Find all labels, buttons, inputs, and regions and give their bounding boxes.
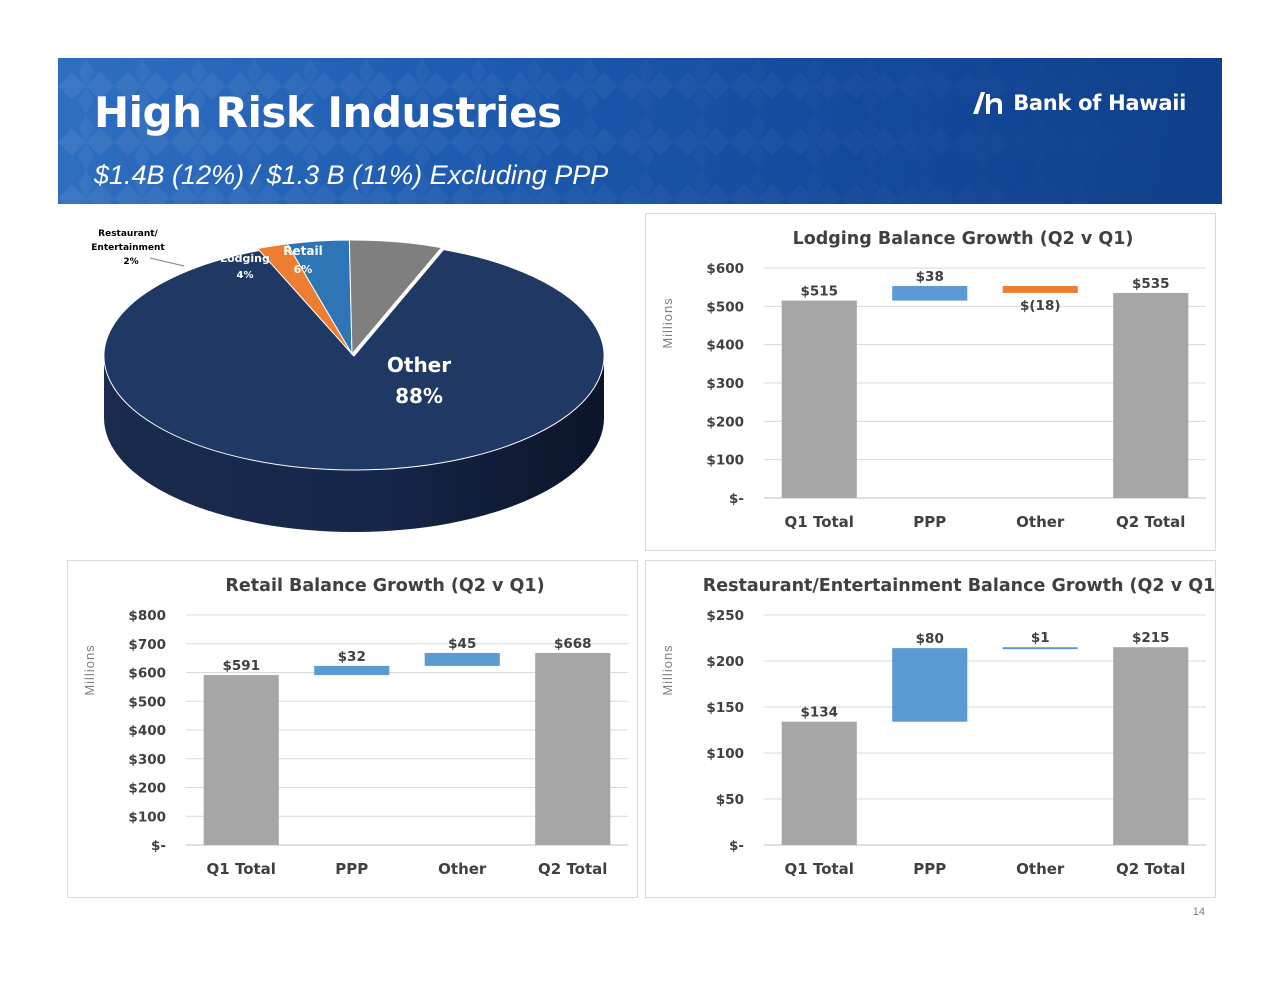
lodging-chart-panel: Lodging Balance Growth (Q2 v Q1) Millions… xyxy=(645,213,1216,551)
retail-x-tick-label: Q2 Total xyxy=(538,860,607,878)
page-number: 14 xyxy=(1192,906,1205,918)
restaurant-x-tick-label: PPP xyxy=(913,860,946,878)
restaurant-y-tick-label: $150 xyxy=(706,700,744,716)
restaurant-chart-title: Restaurant/Entertainment Balance Growth … xyxy=(703,576,1217,596)
pie-leader-line xyxy=(149,257,185,267)
restaurant-data-label: $1 xyxy=(1031,630,1050,646)
lodging-bar-other xyxy=(1002,286,1078,293)
pie-label-retail-name: Retail xyxy=(283,244,322,258)
pie-label-restaurant-value: 2% xyxy=(123,257,138,267)
restaurant-y-tick-label: $250 xyxy=(706,608,744,624)
lodging-data-label: $535 xyxy=(1132,276,1170,292)
restaurant-data-label: $134 xyxy=(800,705,838,721)
retail-bar-q2-total xyxy=(535,652,611,845)
pie-label-retail-value: 6% xyxy=(294,263,313,276)
lodging-bar-q2-total xyxy=(1113,292,1189,498)
bank-logo-icon xyxy=(973,92,1003,114)
lodging-y-tick-label: $600 xyxy=(706,261,744,277)
retail-y-tick-label: $- xyxy=(151,838,166,854)
retail-x-tick-label: Q1 Total xyxy=(207,860,276,878)
page-title: High Risk Industries xyxy=(94,88,562,137)
retail-bar-q1-total xyxy=(203,675,279,845)
retail-chart-title: Retail Balance Growth (Q2 v Q1) xyxy=(225,576,544,596)
restaurant-x-tick-label: Other xyxy=(1016,860,1065,878)
retail-y-tick-label: $200 xyxy=(128,781,166,797)
bank-logo-text: Bank of Hawaii xyxy=(1013,91,1186,115)
pie-slice-other xyxy=(103,249,605,471)
restaurant-y-tick-label: $200 xyxy=(706,654,744,670)
lodging-y-tick-label: $500 xyxy=(706,299,744,315)
pie-label-restaurant-name-2: Entertainment xyxy=(91,243,165,253)
lodging-y-tick-label: $200 xyxy=(706,414,744,430)
lodging-chart-title: Lodging Balance Growth (Q2 v Q1) xyxy=(793,229,1134,249)
retail-y-tick-label: $500 xyxy=(128,694,166,710)
lodging-bar-ppp xyxy=(892,286,968,301)
retail-y-tick-label: $700 xyxy=(128,637,166,653)
retail-data-label: $45 xyxy=(448,636,476,652)
retail-x-tick-label: PPP xyxy=(335,860,368,878)
retail-y-tick-label: $600 xyxy=(128,666,166,682)
retail-bar-ppp xyxy=(314,665,390,676)
retail-data-label: $591 xyxy=(222,658,260,674)
header-banner: High Risk Industries $1.4B (12%) / $1.3 … xyxy=(58,58,1222,204)
pie-label-lodging-name: Lodging xyxy=(220,252,270,265)
bank-logo: Bank of Hawaii xyxy=(971,86,1186,120)
lodging-y-axis-label: Millions xyxy=(660,297,675,348)
lodging-data-label: $38 xyxy=(916,269,944,285)
lodging-data-label: $(18) xyxy=(1020,298,1061,314)
retail-x-tick-label: Other xyxy=(438,860,487,878)
restaurant-x-tick-label: Q1 Total xyxy=(785,860,854,878)
pie-label-restaurant-name-1: Restaurant/ xyxy=(98,229,158,239)
pie-label-lodging-value: 4% xyxy=(237,270,254,281)
lodging-bar-q1-total xyxy=(781,300,857,498)
restaurant-y-tick-label: $50 xyxy=(716,792,744,808)
retail-y-tick-label: $100 xyxy=(128,809,166,825)
restaurant-bar-q2-total xyxy=(1113,647,1189,845)
lodging-x-tick-label: Q1 Total xyxy=(785,513,854,531)
lodging-data-label: $515 xyxy=(800,284,838,300)
restaurant-data-label: $80 xyxy=(916,631,944,647)
restaurant-chart-panel: Restaurant/Entertainment Balance Growth … xyxy=(645,560,1217,898)
retail-chart-panel: Retail Balance Growth (Q2 v Q1) Millions $… xyxy=(67,560,638,898)
retail-chart-svg: Retail Balance Growth (Q2 v Q1) Millions $… xyxy=(82,576,628,878)
restaurant-y-tick-label: $100 xyxy=(706,746,744,762)
lodging-chart-svg: Lodging Balance Growth (Q2 v Q1) Millions… xyxy=(660,229,1206,531)
lodging-y-tick-label: $100 xyxy=(706,453,744,469)
retail-y-tick-label: $400 xyxy=(128,723,166,739)
pie-label-other-value: 88% xyxy=(395,384,443,408)
lodging-x-tick-label: PPP xyxy=(913,513,946,531)
pie-chart: Other 88% Lodging 4% Retail 6% Restaurant/Ente… xyxy=(88,222,628,542)
banner-pattern xyxy=(58,58,1222,204)
restaurant-bar-q1-total xyxy=(781,721,857,845)
retail-bar-other xyxy=(424,652,500,666)
restaurant-x-tick-label: Q2 Total xyxy=(1116,860,1185,878)
pie-slice-other-side xyxy=(104,356,604,532)
restaurant-y-tick-label: $- xyxy=(729,838,744,854)
retail-data-label: $32 xyxy=(338,649,366,665)
retail-y-tick-label: $300 xyxy=(128,752,166,768)
restaurant-bar-ppp xyxy=(892,648,968,722)
pie-slice-retail xyxy=(348,239,443,356)
restaurant-chart-svg: Restaurant/Entertainment Balance Growth … xyxy=(660,576,1217,878)
restaurant-y-axis-label: Millions xyxy=(660,644,675,695)
page-subtitle: $1.4B (12%) / $1.3 B (11%) Excluding PPP xyxy=(94,160,609,190)
retail-y-tick-label: $800 xyxy=(128,608,166,624)
restaurant-bar-other xyxy=(1002,647,1078,650)
lodging-x-tick-label: Other xyxy=(1016,513,1065,531)
retail-data-label: $668 xyxy=(554,636,592,652)
retail-y-axis-label: Millions xyxy=(82,644,97,695)
lodging-x-tick-label: Q2 Total xyxy=(1116,513,1185,531)
lodging-y-tick-label: $400 xyxy=(706,338,744,354)
lodging-y-tick-label: $300 xyxy=(706,376,744,392)
pie-chart-svg: Other 88% Lodging 4% Retail 6% Restaurant/Ente… xyxy=(91,229,605,532)
restaurant-data-label: $215 xyxy=(1132,630,1170,646)
lodging-y-tick-label: $- xyxy=(729,491,744,507)
pie-label-other-name: Other xyxy=(387,353,451,377)
